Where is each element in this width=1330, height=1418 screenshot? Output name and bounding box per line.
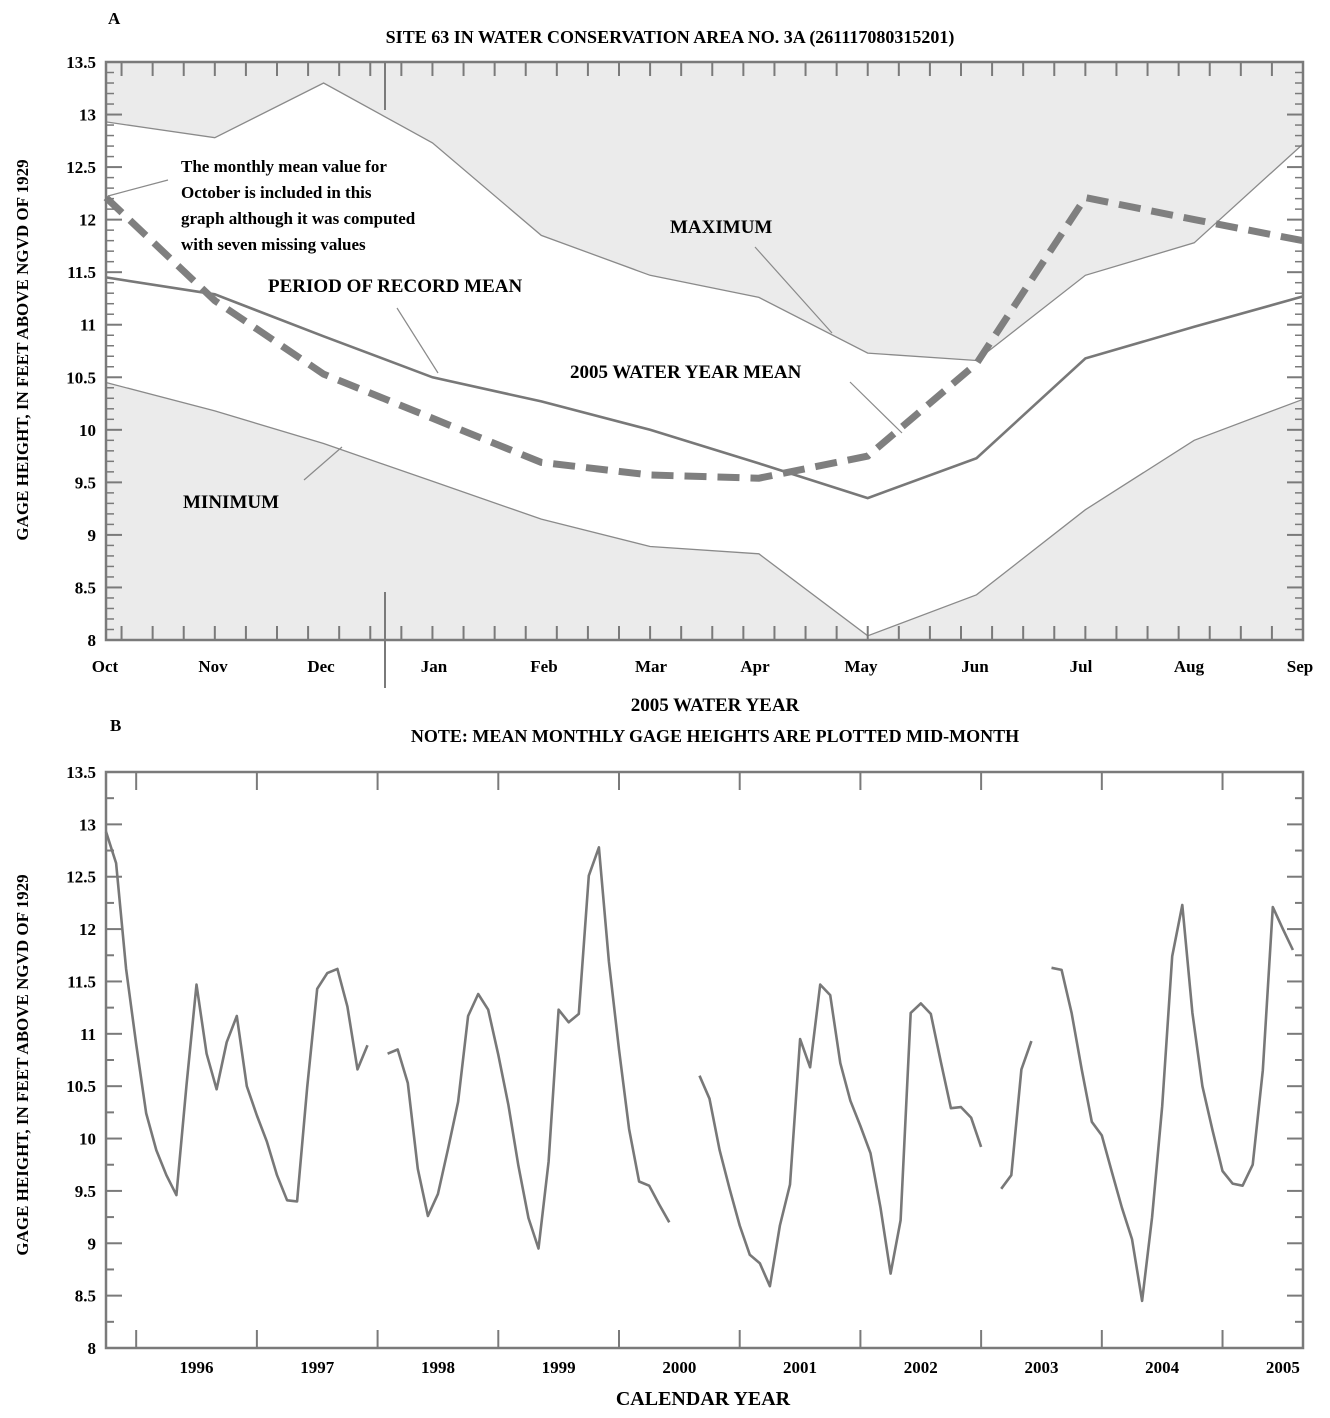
x-tick-label: 1999: [542, 1358, 576, 1377]
x-tick-label: 2004: [1145, 1358, 1180, 1377]
panel-b-x-tick-labels: 1996 1997 1998 1999 2000 2001 2002 2003 2004 2005: [180, 1358, 1300, 1377]
x-tick-label: 2001: [783, 1358, 817, 1377]
panel-a-title: SITE 63 IN WATER CONSERVATION AREA NO. 3…: [386, 27, 955, 48]
water-year-2005-mean-line: [103, 193, 1304, 482]
note-line-4: with seven missing values: [181, 235, 366, 254]
y-tick-label: 10: [79, 421, 96, 440]
x-tick-label: Aug: [1174, 657, 1205, 676]
panel-a-frame: [104, 60, 1305, 642]
x-tick-label: Jul: [1070, 657, 1093, 676]
y-tick-label: 12: [79, 211, 96, 230]
y-tick-label: 11: [80, 1025, 96, 1044]
period-mean-label: PERIOD OF RECORD MEAN: [268, 276, 522, 297]
panel-a-chart: A SITE 63 IN WATER CONSERVATION AREA NO.…: [13, 9, 1313, 716]
panel-a-y-axis-title: GAGE HEIGHT, IN FEET ABOVE NGVD OF 1929: [13, 159, 32, 540]
panel-b-frame: [104, 770, 1305, 1350]
x-tick-label: Jun: [961, 657, 989, 676]
y-tick-label: 13.5: [66, 53, 96, 72]
y-tick-label: 9.5: [75, 473, 96, 492]
y-tick-label: 8.5: [75, 1287, 96, 1306]
y-tick-label: 8.5: [75, 578, 96, 597]
panel-b-ticks: [106, 771, 1303, 1349]
maximum-label: MAXIMUM: [670, 217, 772, 238]
y-tick-label: 8: [88, 1339, 97, 1358]
x-tick-label: 2002: [904, 1358, 938, 1377]
x-tick-label: May: [844, 657, 878, 676]
series-segment: [387, 846, 671, 1250]
note-line-1: The monthly mean value for: [181, 157, 387, 176]
series-segment: [698, 983, 983, 1288]
panel-a-ticks: [106, 61, 1303, 641]
y-tick-label: 10.5: [66, 368, 96, 387]
x-tick-label: 2000: [662, 1358, 696, 1377]
period-mean-leader: [396, 307, 439, 374]
y-tick-label: 13: [79, 815, 96, 834]
note-line-3: graph although it was computed: [181, 209, 416, 228]
series-segment: [1000, 1040, 1033, 1190]
panel-b-y-axis-title: GAGE HEIGHT, IN FEET ABOVE NGVD OF 1929: [13, 874, 32, 1255]
y-tick-label: 11.5: [67, 972, 96, 991]
panel-a-x-axis-title: 2005 WATER YEAR: [631, 695, 800, 716]
series-segment: [104, 831, 369, 1203]
minimum-line: [105, 381, 1304, 637]
y-tick-label: 12.5: [66, 158, 96, 177]
y-tick-label: 8: [88, 631, 97, 650]
y-tick-label: 10: [79, 1130, 96, 1149]
panel-b-chart: B NOTE: MEAN MONTHLY GAGE HEIGHTS ARE PL…: [13, 716, 1305, 1410]
y-tick-label: 10.5: [66, 1077, 96, 1096]
x-tick-label: Jan: [421, 657, 448, 676]
y-tick-label: 13: [79, 106, 96, 125]
note-leader-line: [107, 179, 169, 197]
panel-b-label: B: [110, 716, 121, 735]
maximum-leader: [754, 246, 833, 334]
x-tick-label: 2003: [1024, 1358, 1058, 1377]
period-of-record-mean-line: [105, 276, 1304, 500]
panel-a-label: A: [108, 9, 121, 28]
x-tick-label: Apr: [740, 657, 770, 676]
x-tick-label: Sep: [1287, 657, 1313, 676]
october-note: The monthly mean value for October is in…: [181, 157, 420, 254]
series-segment: [1051, 903, 1295, 1303]
note-line-2: October is included in this: [181, 183, 372, 202]
x-tick-label: Feb: [530, 657, 557, 676]
water-year-mean-leader: [849, 381, 903, 434]
x-tick-label: Dec: [307, 657, 335, 676]
y-tick-label: 12: [79, 920, 96, 939]
panel-a-x-tick-labels: Oct Nov Dec Jan Feb Mar Apr May Jun Jul Aug Sep: [92, 657, 1313, 676]
max-min-band: [106, 83, 1303, 636]
panel-a-y-tick-labels: 8 8.5 9 9.5 10 10.5 11 11.5 12 12.5 13 13.5: [66, 53, 96, 650]
y-tick-label: 11.5: [67, 263, 96, 282]
x-tick-label: Mar: [635, 657, 668, 676]
gage-height-series: [104, 831, 1295, 1303]
x-tick-label: 2005: [1266, 1358, 1300, 1377]
y-tick-label: 12.5: [66, 868, 96, 887]
x-tick-label: 1996: [180, 1358, 214, 1377]
panel-b-x-axis-title: CALENDAR YEAR: [616, 1388, 791, 1410]
water-year-mean-label: 2005 WATER YEAR MEAN: [570, 362, 802, 383]
x-tick-label: Nov: [198, 657, 228, 676]
panel-b-title: NOTE: MEAN MONTHLY GAGE HEIGHTS ARE PLOT…: [411, 726, 1019, 746]
panel-b-y-tick-labels: 8 8.5 9 9.5 10 10.5 11 11.5 12 12.5 13 13.5: [66, 763, 96, 1358]
x-tick-label: 1998: [421, 1358, 455, 1377]
maximum-line: [105, 82, 1304, 362]
y-tick-label: 9: [88, 526, 97, 545]
minimum-label: MINIMUM: [183, 492, 279, 513]
x-tick-label: 1997: [300, 1358, 335, 1377]
y-tick-label: 9.5: [75, 1182, 96, 1201]
x-tick-label: Oct: [92, 657, 119, 676]
y-tick-label: 13.5: [66, 763, 96, 782]
y-tick-label: 9: [88, 1234, 97, 1253]
y-tick-label: 11: [80, 316, 96, 335]
minimum-leader: [303, 446, 343, 481]
